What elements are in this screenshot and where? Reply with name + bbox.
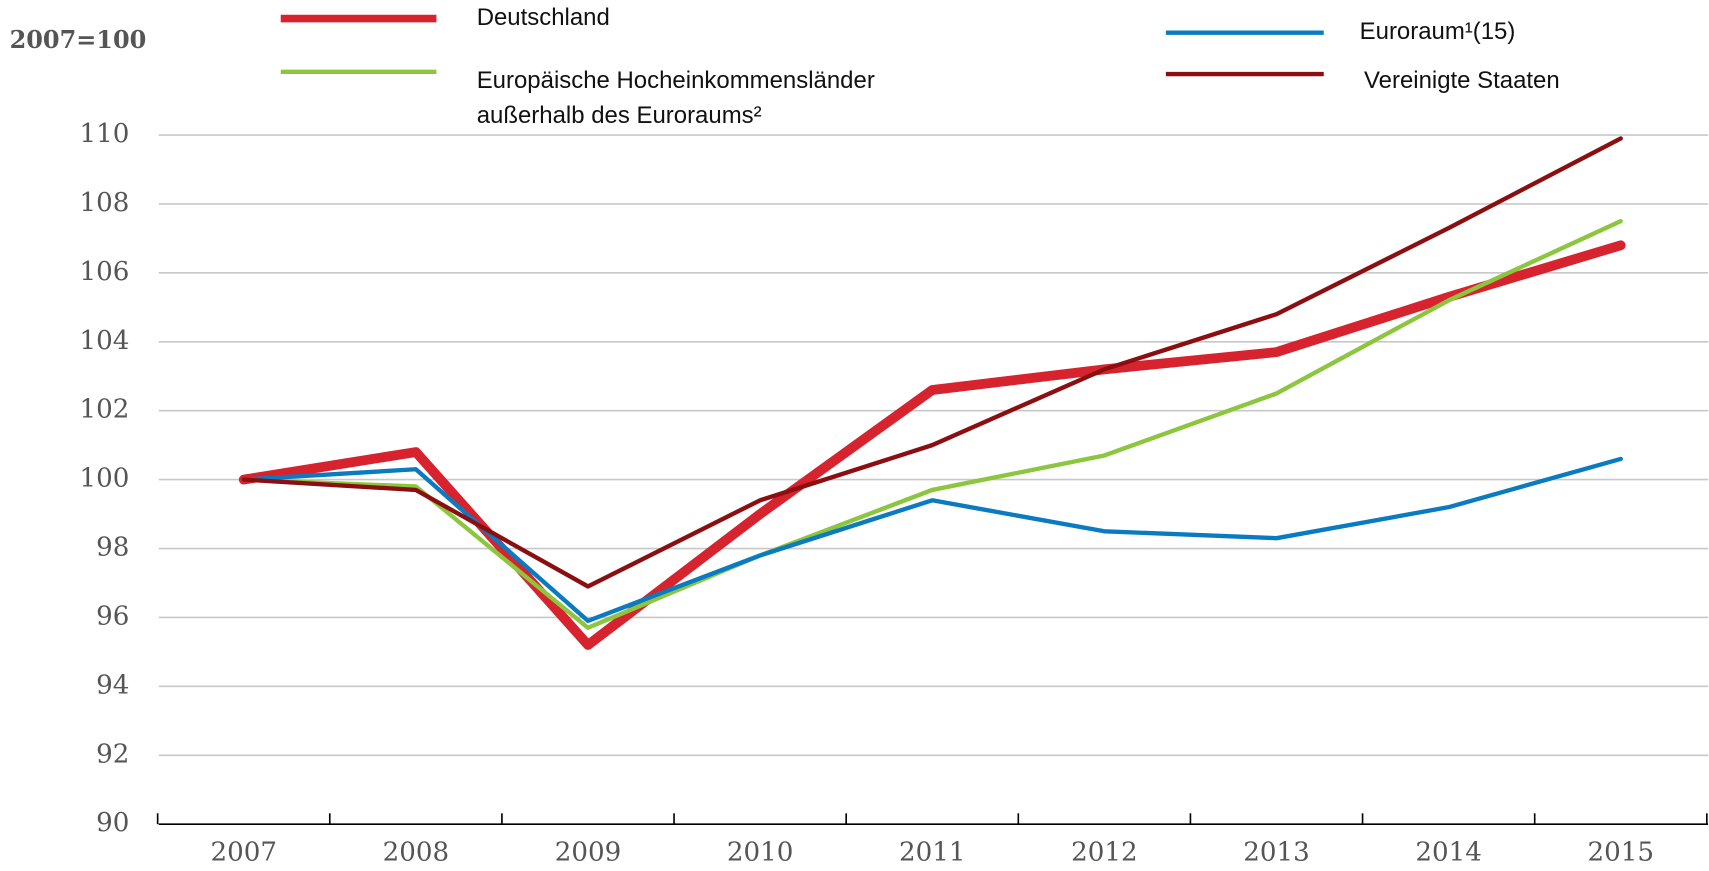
legend-label-box: Europäische Hocheinkommensländer außerha…	[476, 66, 875, 129]
x-tick-label: 2013	[1243, 838, 1310, 868]
series-line	[241, 136, 1623, 589]
legend-label: Vereinigte Staaten	[1364, 67, 1560, 94]
x-tick-label: 2012	[1071, 838, 1137, 868]
legend-label: Europäische Hocheinkommensländer außerha…	[476, 66, 875, 129]
y-tick-label: 92	[96, 739, 129, 769]
y-tick-label: 100	[80, 464, 130, 494]
y-tick-label: 94	[96, 670, 129, 700]
x-tick-label: 2007	[210, 838, 277, 868]
x-tick-label: 2011	[899, 838, 966, 868]
x-tick-label: 2015	[1588, 838, 1655, 868]
x-tick-label: 2014	[1415, 838, 1482, 868]
y-tick-label: 98	[96, 533, 129, 563]
x-tick-label: 2008	[383, 838, 450, 868]
x-tick-label: 2010	[727, 838, 794, 868]
y-tick-label: 104	[80, 326, 130, 356]
chart-title: 2007=100	[10, 26, 147, 54]
y-tick-label: 110	[80, 119, 130, 149]
x-tick-label: 2009	[555, 838, 622, 868]
series-line	[241, 218, 1623, 630]
y-tick-label: 102	[80, 395, 130, 425]
legend-label: Euroraum¹(15)	[1360, 18, 1516, 45]
y-tick-label: 96	[96, 601, 129, 631]
series-line	[241, 456, 1623, 624]
y-tick-label: 106	[80, 257, 130, 287]
legend-label: Deutschland	[477, 4, 610, 31]
series-line	[238, 240, 1626, 650]
y-tick-label: 90	[96, 808, 129, 838]
y-tick-label: 108	[80, 188, 130, 218]
